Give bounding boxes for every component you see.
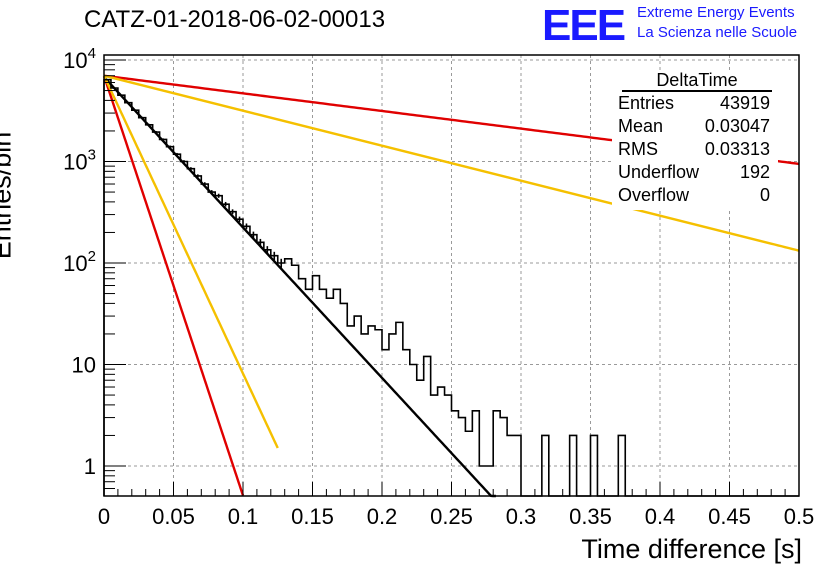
x-axis-label: Time difference [s] (581, 534, 802, 564)
y-axis-label: Entries/bin (0, 131, 17, 260)
x-tick-label: 0.45 (708, 504, 751, 529)
fit-curve (102, 75, 279, 449)
y-axis-ticks: 1 10 102 103 104 (63, 45, 126, 497)
x-tick-label: 0.1 (228, 504, 259, 529)
y-tick-label: 1 (84, 454, 96, 479)
stats-row-mean: Mean 0.03047 (612, 115, 778, 138)
x-tick-label: 0.05 (152, 504, 195, 529)
stats-value: 0 (759, 185, 770, 205)
fit-curve (103, 74, 800, 252)
stats-value: 43919 (719, 93, 770, 113)
stats-value: 0.03047 (704, 116, 770, 136)
stats-box: DeltaTime Entries 43919 Mean 0.03047 RMS… (612, 70, 778, 210)
x-tick-label: 0.15 (291, 504, 334, 529)
stats-row-overflow: Overflow 0 (612, 184, 778, 207)
stats-row-entries: Entries 43919 (612, 92, 778, 115)
stats-key: Underflow (618, 162, 700, 182)
fit-curve (103, 76, 496, 498)
y-tick-label: 104 (63, 45, 96, 73)
fit-curve (102, 75, 245, 496)
logo-line-1: Extreme Energy Events (637, 4, 795, 21)
stats-key: Entries (618, 93, 675, 113)
stats-value: 0.03313 (704, 139, 770, 159)
stats-row-rms: RMS 0.03313 (612, 138, 778, 161)
histogram-steps (103, 78, 799, 497)
fit-curves (102, 74, 800, 498)
eee-logo: EEE (542, 1, 626, 50)
plot-title: CATZ-01-2018-06-02-00013 (84, 6, 386, 33)
stats-key: Overflow (618, 185, 690, 205)
histogram (103, 78, 799, 497)
x-tick-label: 0.35 (569, 504, 612, 529)
x-tick-label: 0.2 (367, 504, 398, 529)
y-tick-label: 102 (63, 248, 96, 276)
x-tick-label: 0 (98, 504, 110, 529)
stats-value: 192 (739, 162, 770, 182)
stats-key: Mean (618, 116, 664, 136)
stats-title: DeltaTime (622, 70, 772, 92)
x-tick-label: 0.3 (506, 504, 537, 529)
y-tick-label: 10 (72, 353, 96, 378)
stats-row-underflow: Underflow 192 (612, 161, 778, 184)
x-axis-ticks: 0 0.05 0.1 0.15 0.2 0.25 0.3 0.35 0.4 0.45 0.5 (98, 482, 814, 529)
x-tick-label: 0.25 (430, 504, 473, 529)
y-tick-label: 103 (63, 147, 96, 175)
x-tick-label: 0.4 (645, 504, 676, 529)
stats-key: RMS (618, 139, 658, 159)
logo-line-2: La Scienza nelle Scuole (637, 24, 798, 41)
x-tick-label: 0.5 (784, 504, 815, 529)
